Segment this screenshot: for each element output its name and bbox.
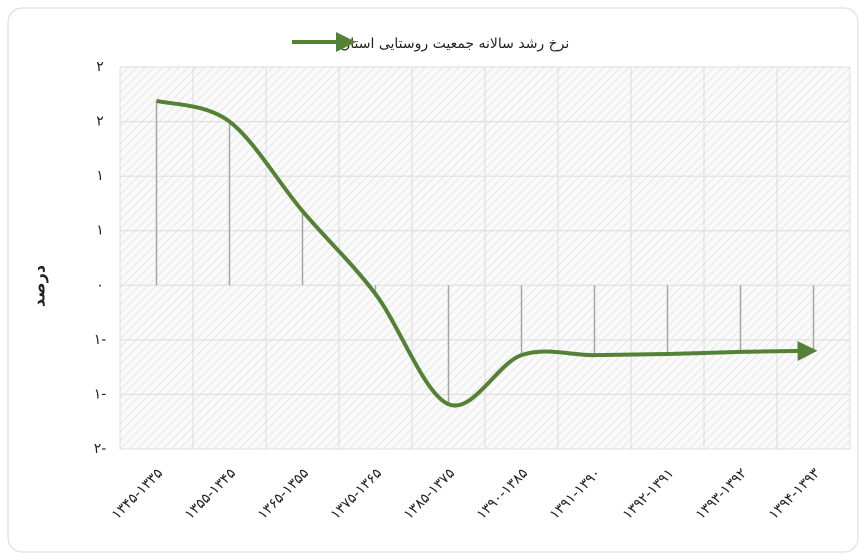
y-tick-label: ۲ <box>96 114 104 130</box>
y-tick-label: ۱- <box>94 332 107 348</box>
y-tick-label: ۱ <box>96 223 104 239</box>
legend-label: نرخ رشد سالانه جمعیت روستایی استان <box>340 36 569 52</box>
y-axis-label: درصد <box>30 265 49 307</box>
y-tick-label: ۱- <box>94 386 107 402</box>
y-tick-label: ۲- <box>94 441 107 457</box>
y-tick-label: ۱ <box>96 168 104 184</box>
line-series <box>155 98 818 408</box>
y-tick-label: ۲ <box>96 59 104 75</box>
y-tick-label: ۰ <box>96 277 104 293</box>
